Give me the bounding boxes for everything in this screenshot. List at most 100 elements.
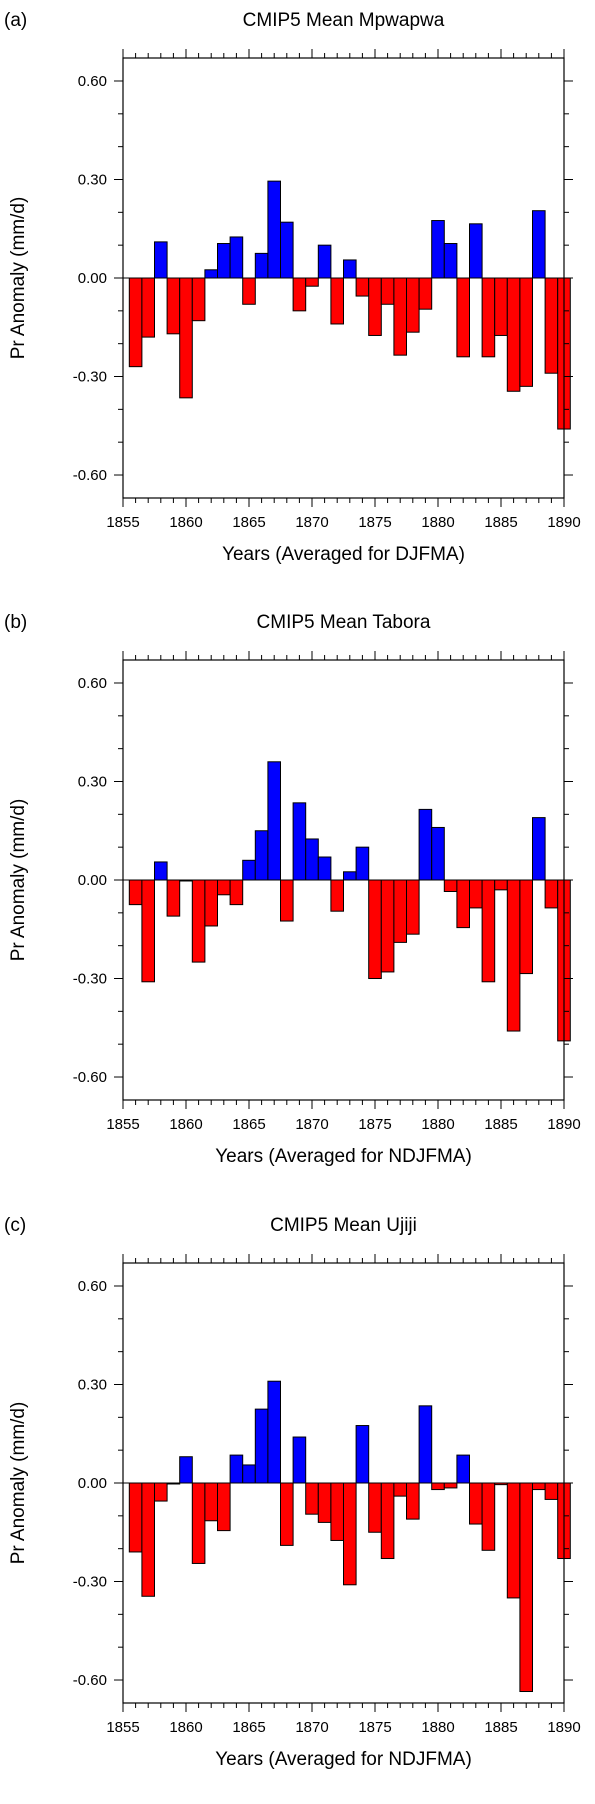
bar-1877 [393, 1482, 407, 1497]
bar-1872 [330, 1482, 344, 1541]
bar-1875 [368, 277, 382, 336]
bar-1878 [406, 1482, 420, 1520]
x-tick-label: 1885 [484, 514, 517, 531]
x-tick-label: 1875 [358, 1116, 391, 1133]
x-tick-label: 1870 [295, 1719, 328, 1736]
y-tick-label: -0.30 [73, 369, 107, 386]
chart-panel-2: (b) CMIP5 Mean Tabora 1855 1860 1865 1870 1875… [4, 612, 581, 1167]
y-tick-label: 0.00 [78, 270, 107, 287]
chart-panel-3: (c) CMIP5 Mean Ujiji 1855 1860 1865 1870 1875 1… [4, 1215, 581, 1770]
bar-1887 [519, 277, 534, 387]
bar-1873 [343, 1482, 357, 1586]
bar-1869 [292, 277, 307, 312]
bar-1883 [469, 1482, 483, 1525]
bar-1874 [355, 846, 370, 881]
bar-1860 [179, 1456, 193, 1484]
x-tick-label: 1885 [484, 1719, 517, 1736]
bar-1881 [443, 1482, 458, 1489]
bar-1884 [481, 1482, 496, 1551]
bar-1863 [217, 1482, 231, 1532]
chart-title: CMIP5 Mean Ujiji [270, 1215, 417, 1236]
chart-panel-1: (a) CMIP5 Mean Mpwapwa 1855 1860 1865 1870 187… [4, 10, 581, 565]
bar-1888 [532, 1482, 546, 1491]
bar-1885 [494, 1482, 508, 1486]
bar-1862 [204, 1482, 218, 1522]
bar-1868 [280, 221, 294, 279]
bar-1866 [254, 252, 269, 279]
bar-1873 [343, 871, 357, 881]
x-tick-label: 1880 [421, 1116, 454, 1133]
bar-1872 [330, 277, 344, 325]
bar-1867 [267, 761, 281, 881]
y-axis-title: Pr Anomaly (mm/d) [8, 1402, 29, 1565]
bar-1889 [544, 879, 559, 909]
bar-1883 [469, 879, 483, 909]
bar-1857 [141, 879, 155, 983]
bar-1858 [154, 1482, 168, 1502]
bar-1878 [406, 879, 420, 935]
y-tick-label: 0.60 [78, 675, 107, 692]
x-tick-label: 1860 [169, 514, 202, 531]
bar-1869 [292, 802, 307, 881]
y-tick-label: 0.30 [78, 171, 107, 188]
x-tick-label: 1880 [421, 514, 454, 531]
bar-1881 [443, 243, 458, 279]
bar-1879 [418, 808, 433, 881]
bar-1877 [393, 879, 407, 943]
bar-1873 [343, 259, 357, 279]
bar-1857 [141, 277, 155, 338]
bar-1858 [154, 861, 168, 881]
chart-title: CMIP5 Mean Tabora [257, 612, 431, 633]
x-tick-label: 1865 [232, 1116, 265, 1133]
y-tick-label: 0.00 [78, 1475, 107, 1492]
bar-1859 [166, 879, 181, 917]
y-tick-label: -0.30 [73, 1574, 107, 1591]
bar-1870 [305, 277, 319, 287]
bar-1857 [141, 1482, 155, 1597]
bar-1877 [393, 277, 407, 356]
bar-1889 [544, 1482, 559, 1500]
bar-1861 [191, 879, 206, 963]
bar-1885 [494, 879, 508, 891]
x-tick-label: 1890 [547, 1719, 580, 1736]
bar-1860 [179, 277, 193, 399]
y-tick-label: 0.30 [78, 1376, 107, 1393]
bar-1862 [204, 269, 218, 279]
y-tick-label: -0.60 [73, 467, 107, 484]
x-tick-label: 1880 [421, 1719, 454, 1736]
y-tick-label: 0.60 [78, 1278, 107, 1295]
bar-1871 [317, 856, 332, 881]
bar-1874 [355, 1425, 370, 1484]
x-tick-label: 1890 [547, 514, 580, 531]
bar-1864 [229, 236, 244, 279]
bar-1860 [179, 879, 193, 882]
bar-1882 [456, 277, 470, 358]
bar-1865 [242, 1464, 256, 1484]
x-tick-label: 1855 [106, 514, 139, 531]
y-tick-label: -0.30 [73, 971, 107, 988]
bar-1864 [229, 879, 244, 906]
bar-1881 [443, 879, 458, 892]
x-tick-label: 1855 [106, 1116, 139, 1133]
bar-1870 [305, 838, 319, 881]
bar-1868 [280, 879, 294, 922]
bar-1870 [305, 1482, 319, 1515]
bar-1864 [229, 1454, 244, 1484]
bar-1875 [368, 1482, 382, 1533]
bar-1856 [128, 1482, 143, 1553]
bar-1887 [519, 879, 534, 975]
bar-1856 [128, 879, 143, 906]
bar-1869 [292, 1436, 307, 1484]
bar-1861 [191, 1482, 206, 1564]
bar-1871 [317, 244, 332, 279]
bar-1888 [532, 210, 546, 279]
x-tick-label: 1890 [547, 1116, 580, 1133]
bar-1885 [494, 277, 508, 336]
bar-1876 [380, 1482, 395, 1560]
bar-1866 [254, 830, 269, 881]
x-tick-label: 1875 [358, 514, 391, 531]
bar-1884 [481, 277, 496, 358]
bar-1886 [506, 1482, 521, 1599]
bar-1863 [217, 879, 231, 896]
y-tick-label: -0.60 [73, 1672, 107, 1689]
